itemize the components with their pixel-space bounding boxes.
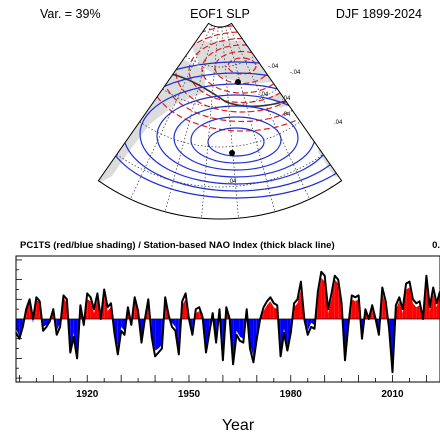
pc1-fill-segment [270, 301, 274, 319]
x-tick-label: 1950 [178, 389, 201, 400]
pc1-fill-segment [87, 299, 91, 319]
x-axis-label: Year [222, 417, 255, 434]
map-border [97, 22, 343, 220]
season-period-label: DJF 1899-2024 [335, 7, 422, 21]
pc1-fill-segment [172, 319, 176, 327]
pc1-fill-segment [51, 313, 54, 319]
pc1-fill-segment [284, 319, 288, 347]
variance-label: Var. = 39% [40, 7, 101, 21]
contour-label: -.04 [268, 64, 279, 70]
pc1-fill-segment [395, 301, 400, 319]
latitude-circle [162, 88, 278, 108]
pc1-fill-segment [355, 299, 359, 319]
pc1-fill-segment [328, 299, 332, 319]
pc1-fill-segment [409, 287, 413, 319]
pc1-fill-segment [206, 319, 210, 349]
pc1-fill-segment [334, 279, 339, 319]
pc1-fill-segment [297, 289, 301, 319]
pc1-fill-segment [429, 293, 434, 319]
pc1-fill-segment [239, 319, 244, 339]
timeseries-corner-label: 0. [432, 240, 440, 251]
meridian-line [201, 26, 219, 219]
contour-label: .04 [228, 179, 237, 185]
contour-labels: -.04 -.04 -.04 .04 .04 .04 .04 [228, 64, 343, 185]
pc1-fill-segment [90, 301, 94, 319]
nao-index-line [15, 270, 440, 374]
meridian-line [221, 26, 239, 219]
negative-contour [227, 57, 257, 75]
pc1-fill-segment [155, 319, 159, 351]
pc1-fill-segment [104, 295, 108, 319]
pc1-fill-segment [117, 319, 122, 349]
icelandic-low-center [235, 79, 241, 85]
pc1-fill-segment [294, 303, 298, 319]
pc1-fill-segment [280, 319, 284, 351]
pc1-fill-segment [273, 307, 278, 319]
pc1-fill-segment [16, 319, 20, 337]
positive-contour [190, 116, 282, 164]
pc1-fill-segment [416, 305, 420, 319]
contour-label: .04 [282, 96, 291, 102]
pc1-fill-segment [433, 293, 437, 319]
pc1-fill-segment [107, 307, 111, 319]
pc1-fill-segment [311, 319, 315, 325]
pc1-fill-segment [321, 277, 325, 319]
pc1-fill-segment [36, 299, 40, 319]
latitude-circle [139, 121, 301, 148]
contour-label: -.04 [258, 92, 269, 98]
eof-map: -.04 -.04 -.04 .04 .04 .04 .04 [97, 22, 343, 220]
pc1-fill-segment [331, 279, 335, 319]
meridian-line [228, 24, 310, 200]
pc1-fill-segment [151, 319, 156, 351]
pc1-fill-segment [43, 319, 47, 327]
pc1-fill-segment [158, 319, 162, 349]
azores-high-center [229, 150, 235, 156]
pc1-fill-segment [195, 311, 200, 319]
pc1-fill-segment [412, 303, 417, 319]
pc1-fill-segment [70, 319, 74, 349]
meridian-line [130, 24, 212, 200]
x-tick-label: 1920 [76, 389, 99, 400]
map-title: EOF1 SLP [190, 7, 250, 21]
meridian-line [224, 26, 276, 212]
contour-label: .04 [334, 120, 343, 126]
pc1-fill-segment [382, 293, 386, 319]
pc1-fill-segment [236, 319, 240, 337]
pc1-fill-segment [73, 319, 78, 355]
pc1-fill-segment [307, 319, 312, 331]
pc1-fill-segment [121, 319, 125, 331]
pc1-fill-segment [182, 299, 186, 319]
contour-label: -.04 [290, 70, 301, 76]
pc1-fill-segment [406, 287, 410, 319]
pc1-fill-segment [436, 293, 440, 319]
contour-label: .04 [282, 112, 291, 118]
x-tick-label: 2010 [381, 389, 404, 400]
pc1-fill-segment [56, 319, 61, 331]
pc1-fill-segment [134, 301, 139, 319]
pc1-fill-segment [351, 299, 356, 319]
x-tick-label: 1980 [280, 389, 303, 400]
pc1-fill-segment [287, 319, 291, 347]
pc1-fill-segment [63, 297, 67, 319]
timeseries-title: PC1TS (red/blue shading) / Station-based… [20, 240, 335, 251]
meridian-line [164, 26, 216, 212]
latitude-circle [116, 154, 324, 188]
pc1-fill-segment [114, 319, 118, 349]
map-graticule [116, 24, 324, 219]
pc1-fill-segment [94, 299, 98, 319]
pc1-fill-segment [317, 277, 322, 319]
pc1-fill-segment [263, 305, 267, 319]
pc1-fill-segment [399, 301, 403, 319]
pc1-fill-segment [253, 319, 257, 357]
latitude-circle [185, 55, 255, 68]
pc1-fill-segment [267, 301, 271, 319]
